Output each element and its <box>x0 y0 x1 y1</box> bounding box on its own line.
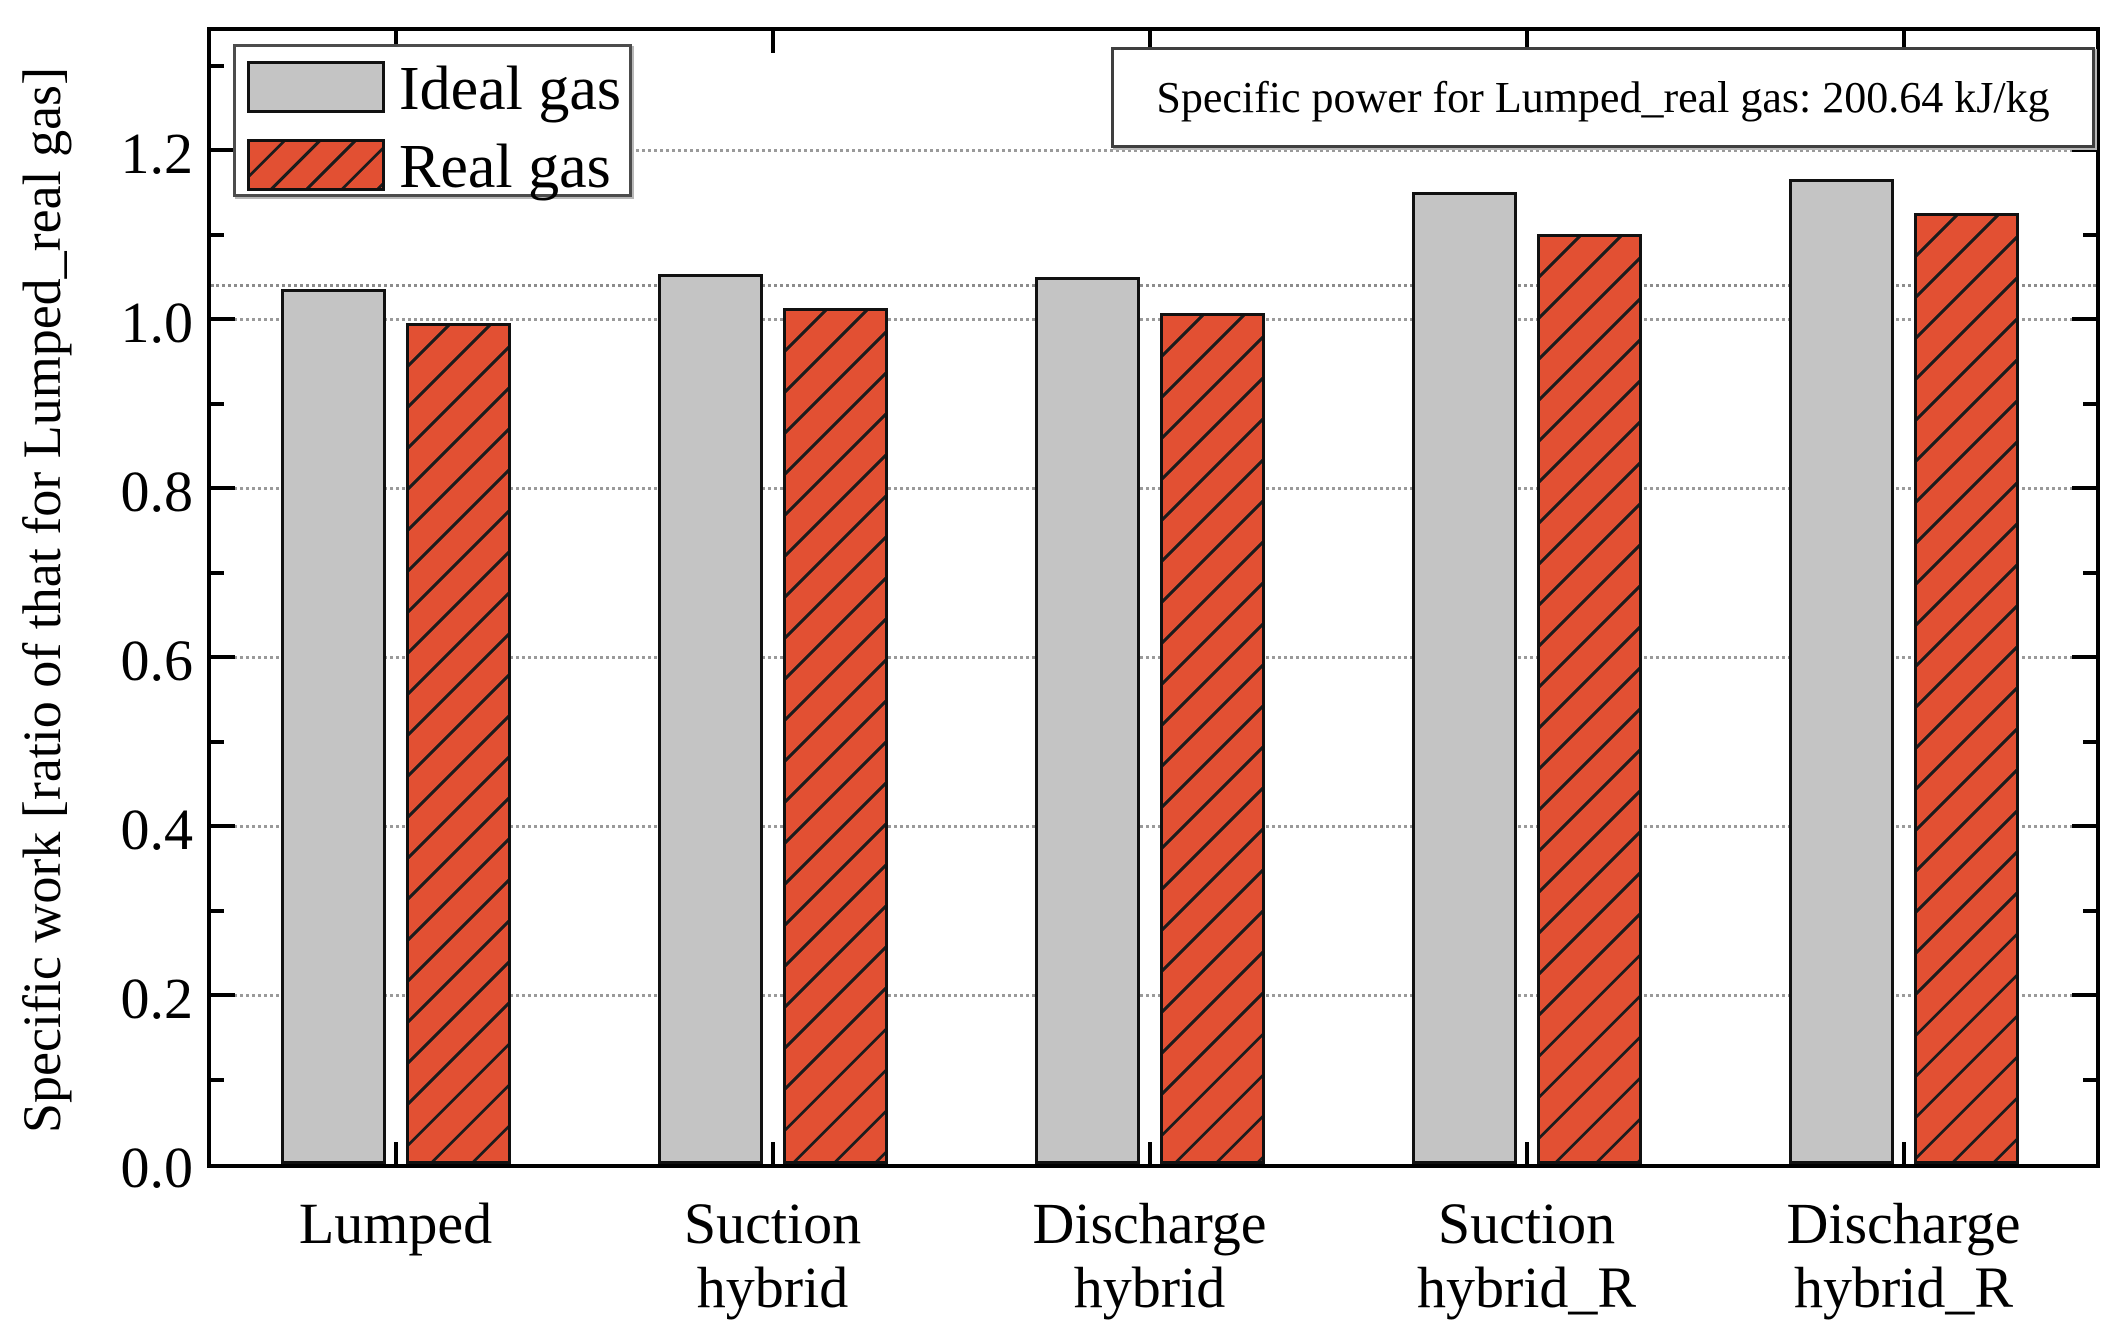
x-tick-top-0 <box>393 31 398 53</box>
bar-real-gas-suction-hybrid_r <box>1536 234 1642 1164</box>
y-tick-label-0.6: 0.6 <box>120 628 194 693</box>
y-tick-minor-right-0.1 <box>2083 1077 2096 1082</box>
legend-label-ideal-gas: Ideal gas <box>399 55 622 123</box>
x-tick-bottom-4 <box>1901 1142 1906 1164</box>
y-tick-minor-right-1.1 <box>2083 232 2096 237</box>
x-tick-bottom-2 <box>1147 1142 1152 1164</box>
gridline-0.6 <box>211 656 2096 659</box>
x-tick-bottom-3 <box>1524 1142 1529 1164</box>
y-tick-major-right-0.4 <box>2072 824 2096 828</box>
bar-ideal-gas-discharge-hybrid <box>1034 276 1140 1164</box>
y-tick-label-1.2: 1.2 <box>120 121 194 186</box>
y-tick-minor-left-0.3 <box>211 908 224 913</box>
annotation-box: Specific power for Lumped_real gas: 200.… <box>1111 47 2095 148</box>
y-tick-major-right-1.2 <box>2072 148 2096 152</box>
bar-ideal-gas-suction-hybrid_r <box>1411 192 1517 1164</box>
x-category-label-4: Discharge hybrid_R <box>1786 1191 2021 1320</box>
y-tick-label-0.8: 0.8 <box>120 459 194 524</box>
x-category-label-1: Suction hybrid <box>683 1191 862 1320</box>
y-tick-minor-right-0.5 <box>2083 739 2096 744</box>
x-category-label-2: Discharge hybrid <box>1032 1191 1267 1320</box>
legend-swatch-real-gas <box>247 139 385 191</box>
legend: Ideal gas Real gas <box>233 44 632 201</box>
gridline-0.2 <box>211 994 2096 997</box>
legend-label-real-gas: Real gas <box>399 133 611 201</box>
y-tick-minor-left-1.1 <box>211 232 224 237</box>
y-tick-label-0.2: 0.2 <box>120 966 194 1031</box>
x-tick-bottom-0 <box>393 1142 398 1164</box>
y-tick-major-left-1.2 <box>211 148 235 152</box>
bar-ideal-gas-suction-hybrid <box>657 273 763 1164</box>
plot-area <box>207 27 2100 1168</box>
y-tick-minor-left-1.3 <box>211 63 224 68</box>
y-tick-major-right-0.6 <box>2072 655 2096 659</box>
x-tick-top-3 <box>1524 31 1529 53</box>
y-tick-label-1.0: 1.0 <box>120 290 194 355</box>
y-tick-major-left-0.4 <box>211 824 235 828</box>
y-tick-minor-left-0.5 <box>211 739 224 744</box>
bar-real-gas-lumped <box>405 323 511 1164</box>
bar-real-gas-discharge-hybrid <box>1159 312 1265 1164</box>
y-tick-minor-right-0.3 <box>2083 908 2096 913</box>
bar-ideal-gas-lumped <box>280 289 386 1164</box>
y-tick-major-left-0.8 <box>211 486 235 490</box>
x-tick-bottom-1 <box>770 1142 775 1164</box>
bar-real-gas-suction-hybrid <box>782 307 888 1164</box>
x-tick-top-1 <box>770 31 775 53</box>
x-tick-top-4 <box>1901 31 1906 53</box>
gridline-0.4 <box>211 825 2096 828</box>
y-tick-major-right-1 <box>2072 317 2096 321</box>
x-tick-top-2 <box>1147 31 1152 53</box>
x-category-label-0: Lumped <box>298 1191 493 1256</box>
y-tick-major-left-0.6 <box>211 655 235 659</box>
annotation-text: Specific power for Lumped_real gas: 200.… <box>1156 73 2050 122</box>
x-category-label-3: Suction hybrid_R <box>1416 1191 1637 1320</box>
y-tick-major-left-0.2 <box>211 993 235 997</box>
bar-real-gas-discharge-hybrid_r <box>1913 213 2019 1164</box>
y-tick-major-right-0.2 <box>2072 993 2096 997</box>
y-tick-label-0.0: 0.0 <box>120 1135 194 1200</box>
legend-swatch-ideal-gas <box>247 61 385 113</box>
y-tick-minor-right-0.7 <box>2083 570 2096 575</box>
gridline-1 <box>211 318 2096 321</box>
y-tick-minor-right-0.9 <box>2083 401 2096 406</box>
bar-ideal-gas-discharge-hybrid_r <box>1788 179 1894 1164</box>
y-tick-minor-left-0.9 <box>211 401 224 406</box>
y-tick-minor-left-0.7 <box>211 570 224 575</box>
y-tick-major-left-1 <box>211 317 235 321</box>
y-tick-minor-left-0.1 <box>211 1077 224 1082</box>
reference-line <box>211 284 2096 288</box>
y-tick-label-0.4: 0.4 <box>120 797 194 862</box>
gridline-0.8 <box>211 487 2096 490</box>
gridline-1.2 <box>211 149 2096 152</box>
y-tick-major-right-0.8 <box>2072 486 2096 490</box>
